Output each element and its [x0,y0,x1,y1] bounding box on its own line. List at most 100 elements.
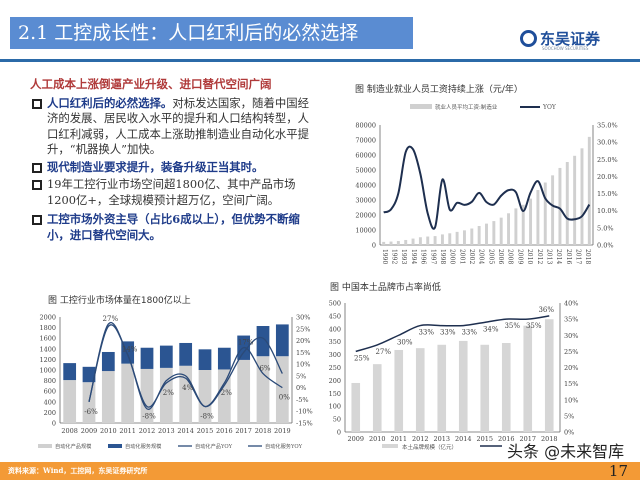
y2-tick-label: 35.0% [597,122,618,130]
x-tick-label: 2016 [565,249,572,264]
service-bar [179,342,193,366]
y-tick-label: 2000 [39,314,56,322]
product-bar [82,382,96,423]
wage-bar [529,198,533,245]
y-tick-label: 50000 [355,167,376,175]
product-bar [159,367,173,423]
service-bar [217,347,231,370]
market-size-chart: 0 200 400 600 800 1000 1200 1400 1600 1800 2000 -15… [38,314,313,450]
x-tick-label: 2017 [574,249,581,264]
product-bar [121,363,135,423]
wage-bar [558,167,562,245]
data-label: 36% [538,306,554,314]
data-label: 30% [397,338,413,346]
legend-label: 自动化产品规模 [55,442,91,450]
product-bar [63,380,77,423]
y2-tick-label: 5% [564,412,574,420]
wage-bar [573,155,577,245]
wage-bar [514,208,518,245]
legend-swatch [108,444,122,448]
wage-bar [389,241,393,245]
data-label: 4% [182,384,193,392]
wage-bar [499,217,503,245]
brand-bar [523,325,533,432]
x-tick-label: 1994 [410,249,417,264]
x-tick-label: 2018 [255,427,272,435]
y2-tick-label: 20.0% [597,173,618,181]
slide-title: 2.1 工控成长性：人口红利后的必然选择 [10,17,413,49]
legend-bar-label: 就业人员平均工资:制造业 [435,103,498,111]
wage-bar [455,231,459,245]
y-tick-label: 1400 [39,345,56,353]
y2-tick-label: 0% [564,429,574,437]
y2-tick-label: 10.0% [597,207,618,215]
wage-bar [477,225,481,245]
bullet-bold: 现代制造业要求提升，装备升级正当其时。 [47,159,264,174]
x-tick-label: 2014 [455,435,472,443]
data-label: 2% [221,389,232,397]
wage-bar [536,190,540,245]
x-tick-label: 2009 [516,249,523,264]
service-bar [159,345,173,368]
x-tick-label: 1997 [429,249,436,264]
data-label: 17% [238,339,254,347]
chart2-title: 图 工控行业市场体量在1800亿以上 [48,296,191,306]
wage-bar [485,223,488,245]
data-label: -6% [84,408,98,416]
y2-tick-label: 0.0% [597,242,614,250]
wage-bar [492,221,496,245]
x-tick-label: 1998 [439,249,446,264]
y2-tick-label: 30% [296,314,310,322]
share-line [355,315,550,353]
x-tick-label: 2009 [81,427,98,435]
x-tick-label: 2018 [541,435,558,443]
bullet-text: 对标发达国家，随着中国经济的发展、居民收入水平的提升和人口结构转型，人口红利减弱… [47,95,310,157]
wage-bar [551,175,555,245]
y-tick-label: 70000 [355,137,376,145]
bullet-item: 19年工控行业市场空间超1800亿、其中产品市场1200亿+，全球规模预计超万亿… [30,177,310,208]
y-tick-label: 150 [329,390,341,398]
data-label: 33% [418,329,434,337]
y2-tick-label: 15% [564,380,578,388]
footer-bar: 资料来源：Wind，工控网，东吴证券研究所 17 [0,462,640,480]
bullet-text: 19年工控行业市场空间超1800亿、其中产品市场1200亿+，全球规模预计超万亿… [47,177,296,207]
wage-bar [448,233,452,245]
y2-tick-label: 25% [564,348,578,356]
data-label: 25% [354,354,370,362]
brand-bar [437,344,447,432]
x-tick-label: 2017 [235,427,252,435]
square-bullet-icon [32,215,42,225]
product-bar [256,356,270,423]
y-tick-label: 80000 [355,122,376,130]
x-tick-label: 2015 [476,435,493,443]
x-tick-label: 2016 [498,435,515,443]
logo-text: 东吴证券 [540,30,601,48]
bullet-bold: 人口红利后的必然选择。 [47,95,173,110]
x-tick-label: 2015 [197,427,214,435]
x-tick-label: 2013 [545,249,552,264]
data-label: 35% [526,322,542,330]
wage-bar [580,148,584,245]
source-note: 资料来源：Wind，工控网，东吴证券研究所 [8,466,148,475]
x-tick-label: 1996 [420,249,427,264]
yoy-line [383,145,591,230]
x-tick-label: 2010 [100,427,117,435]
x-tick-label: 2012 [139,427,156,435]
wage-bar [440,234,444,245]
y2-tick-label: 5.0% [597,224,614,232]
header-divider [0,59,640,62]
product-bar [275,356,289,423]
wage-bar [433,236,437,245]
chart3-title: 图 中国本土品牌市占率尚低 [330,283,441,293]
domestic-share-chart: 0 50 100 150 200 250 300 350 400 450 500 0% 5% 10% 15%… [329,300,579,452]
brand-bar [458,340,468,432]
data-label: -8% [142,413,156,421]
x-tick-label: 1993 [400,249,407,264]
y-tick-label: 350 [329,338,341,346]
y-tick-label: 40000 [355,182,376,190]
legend-line-label: YOY [542,104,557,111]
x-tick-label: 2008 [507,249,514,264]
x-tick-label: 2001 [458,249,465,264]
company-logo: 东吴证券 SOOCHOW SECURITIES [520,30,620,51]
y-tick-label: 100 [329,403,341,411]
